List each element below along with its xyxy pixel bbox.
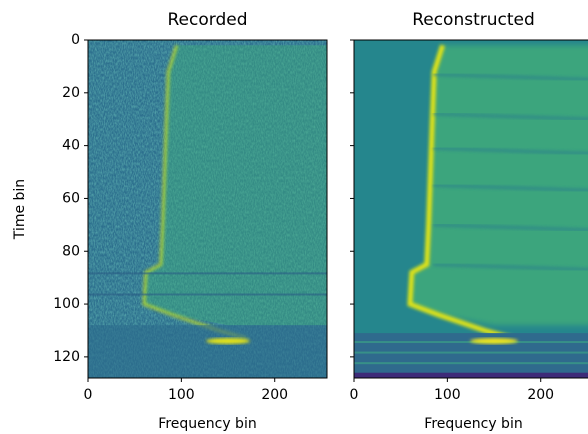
x-tick-label: 200 [527,387,554,403]
y-tick-label: 120 [53,349,80,365]
bright-region [144,45,327,326]
y-tick-label: 60 [62,190,80,206]
low-band [354,333,588,378]
low-stripe [354,362,588,365]
stripe [433,112,588,121]
edge-band [354,372,588,378]
stripe [433,146,588,155]
y-tick-label: 100 [53,296,80,312]
stripe [433,223,588,232]
image-area [354,40,588,378]
y-tick-label: 40 [62,138,80,154]
x-tick-label: 100 [168,387,195,403]
stripe [433,183,588,192]
image-noise [88,40,327,378]
y-axis-label: Time bin [12,179,28,240]
x-axis-label: Frequency bin [424,416,522,432]
stripe [88,293,327,296]
panel-title: Recorded [168,10,248,30]
stripe [433,262,588,272]
y-tick-label: 20 [62,85,80,101]
ridge [142,44,248,340]
x-tick-label: 0 [84,387,93,403]
axes-frame [87,39,328,379]
stripe [88,272,327,275]
ridge [407,44,514,341]
y-tick-label: 80 [62,243,80,259]
low-stripe [354,351,588,354]
low-stripe [354,341,588,344]
x-tick-label: 100 [434,387,461,403]
x-axis-label: Frequency bin [158,416,256,432]
stripe [433,72,588,81]
hot-spot [206,338,251,345]
x-tick-label: 0 [350,387,359,403]
x-tick-label: 200 [261,387,288,403]
y-tick-label: 0 [71,32,80,48]
low-band [88,325,327,378]
hot-spot [470,338,519,345]
panel-title: Reconstructed [412,10,535,30]
image-area [88,40,327,378]
axes-frame [353,39,588,379]
